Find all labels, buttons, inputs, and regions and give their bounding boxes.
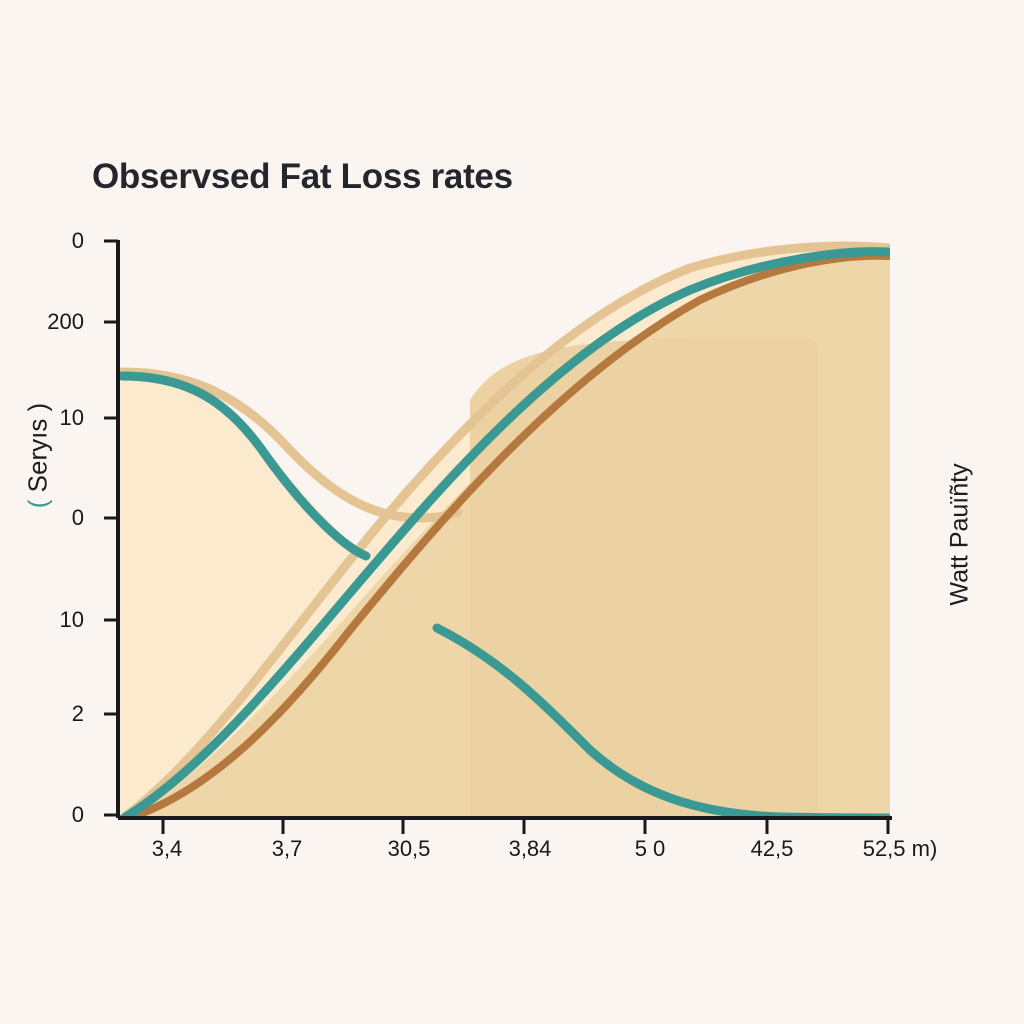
ytick-label: 0	[71, 228, 84, 253]
chart-title: Observsed Fat Loss rates	[92, 157, 513, 196]
y-axis-label-text: Seryıs	[22, 411, 53, 500]
ytick-label: 10	[59, 607, 84, 632]
y-axis-label-close-paren: )	[22, 402, 53, 412]
y-axis-tick-labels: 0 200 10 0 10 2 0	[22, 0, 84, 1024]
series-teal-ascending	[119, 247, 890, 818]
ytick-label: 0	[71, 802, 84, 827]
series-teal-descending	[118, 371, 371, 561]
area-step-block	[470, 338, 818, 818]
xtick-label: 30,5	[387, 836, 431, 861]
xtick-label: 5 0	[634, 836, 666, 861]
xtick-label: 3,84	[508, 836, 552, 861]
xtick-label: 3,7	[271, 836, 303, 861]
x-axis-ticks	[161, 818, 890, 834]
xtick-label: 3,4	[151, 836, 183, 861]
ytick-label: 0	[71, 505, 84, 530]
ytick-label: 2	[71, 701, 84, 726]
series-brown-ascending	[128, 251, 890, 818]
ytick-label: 200	[47, 309, 84, 334]
y-axis-label: ( Seryıs )	[23, 356, 54, 556]
series-tan-ascending	[121, 241, 890, 818]
xtick-label: 52,5 m)	[862, 836, 938, 861]
right-axis-label: Watt Pauïñty	[945, 463, 974, 606]
series-tan-descending	[118, 367, 463, 523]
ytick-label: 10	[59, 405, 84, 430]
y-axis-label-open-paren: (	[22, 499, 53, 509]
xtick-label: 42,5	[750, 836, 794, 861]
y-axis-ticks	[104, 239, 118, 817]
